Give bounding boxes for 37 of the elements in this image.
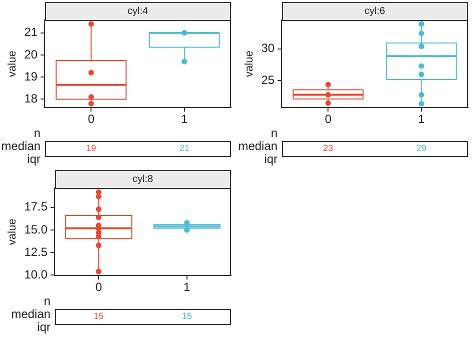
y-tick-label: 18 [24,92,38,106]
text: iqr [26,152,41,166]
y-tick-label: 17.5 [24,200,48,214]
y-axis-title: value [6,218,19,245]
x-tick-label: 1 [184,280,191,294]
chart-title: cyl:6 [282,2,468,21]
y-tick-label: 12.5 [24,244,48,259]
text: n [270,126,278,140]
x-tick-label: 1 [418,112,426,126]
x-tick-label: 0 [324,112,332,126]
y-tick-label: 19 [24,69,38,84]
x-tick-label: 0 [88,112,95,126]
text: n [42,294,51,308]
y-axis-title: value [244,50,256,77]
text: 19 [86,142,96,155]
text: iqr [263,152,278,166]
y-tick-label: 20 [24,47,38,62]
text: 15 [182,310,192,323]
text: median [0,139,41,153]
y-axis-title: value [6,50,19,77]
text: median [237,139,278,153]
text: median [10,307,51,321]
x-tick-label: 1 [181,112,188,126]
text: 21 [179,142,190,155]
x-tick-label: 0 [95,280,102,294]
text: 23 [323,142,334,155]
y-tick-label: 30 [261,41,275,56]
text: iqr [36,320,51,334]
text: 29 [416,142,426,155]
y-tick-label: 10.0 [24,267,48,282]
y-tick-label: 15.0 [24,222,48,236]
text: 15 [94,310,104,323]
text: n [32,126,41,140]
y-tick-label: 25 [261,73,275,88]
y-tick-label: 21 [24,25,38,40]
chart-title: cyl:8 [54,170,231,189]
chart-title: cyl:4 [44,2,231,21]
